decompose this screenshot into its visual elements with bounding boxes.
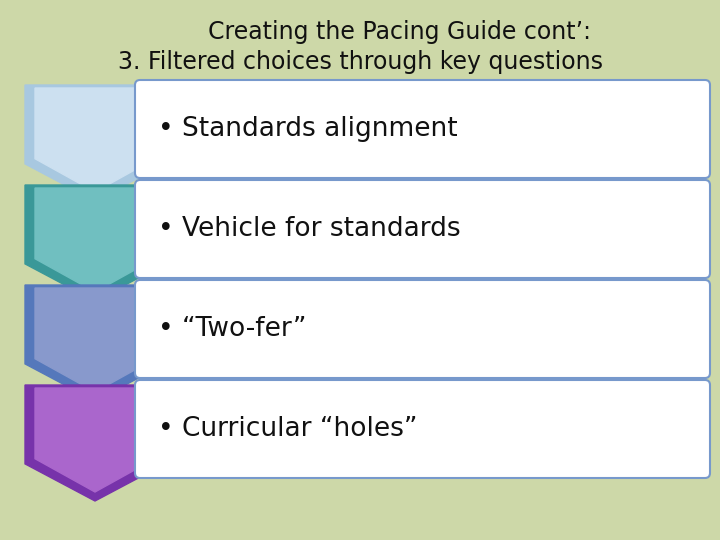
FancyBboxPatch shape [135, 180, 710, 278]
Polygon shape [35, 88, 155, 192]
Polygon shape [25, 285, 165, 401]
Text: • Curricular “holes”: • Curricular “holes” [158, 416, 418, 442]
Polygon shape [25, 185, 165, 301]
FancyBboxPatch shape [135, 80, 710, 178]
Polygon shape [35, 288, 155, 392]
Text: 3. Filtered choices through key questions: 3. Filtered choices through key question… [117, 50, 603, 74]
Polygon shape [25, 385, 165, 501]
FancyBboxPatch shape [135, 380, 710, 478]
Text: • “Two-fer”: • “Two-fer” [158, 316, 307, 342]
Polygon shape [35, 388, 155, 492]
Text: • Standards alignment: • Standards alignment [158, 116, 458, 142]
Text: • Vehicle for standards: • Vehicle for standards [158, 216, 461, 242]
Text: Creating the Pacing Guide cont’:: Creating the Pacing Guide cont’: [209, 20, 592, 44]
FancyBboxPatch shape [135, 280, 710, 378]
Polygon shape [25, 85, 165, 201]
Polygon shape [35, 188, 155, 292]
